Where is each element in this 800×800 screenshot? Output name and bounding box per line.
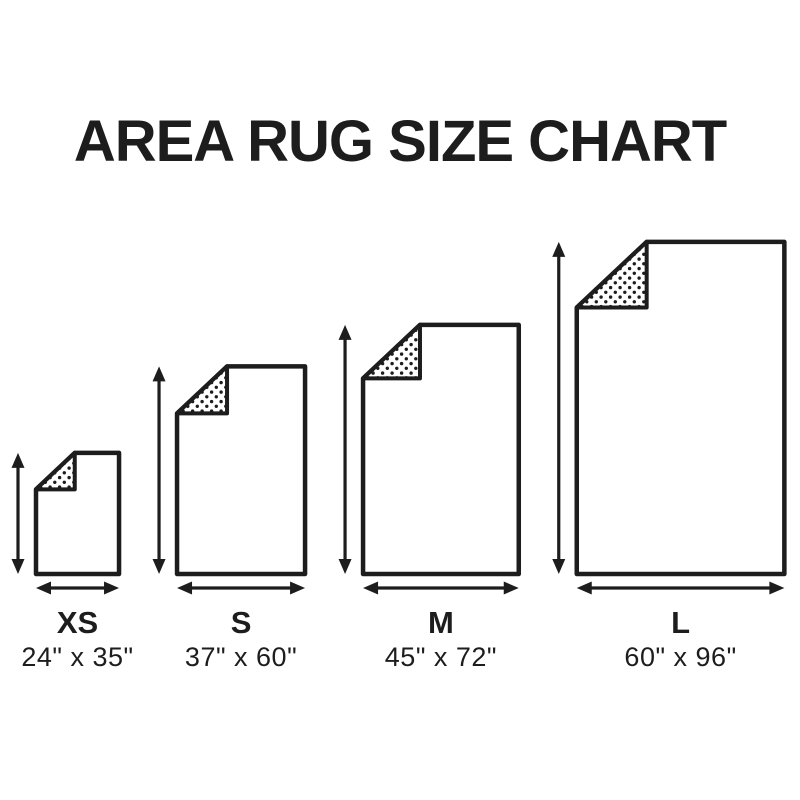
height-arrow-m <box>338 324 352 574</box>
rug-figure-m <box>338 322 522 595</box>
fold-flap-outline-l <box>574 239 649 310</box>
width-arrow-s <box>177 581 306 595</box>
size-dimensions-m: 45" x 72" <box>384 642 498 672</box>
width-arrow-m <box>363 581 519 595</box>
size-dimensions-s: 37" x 60" <box>184 642 298 672</box>
width-arrow-xs <box>36 581 120 595</box>
fold-flap-outline-m <box>361 322 422 381</box>
rug-figure-xs <box>11 450 122 595</box>
height-arrow-xs <box>11 452 25 574</box>
size-dimensions-xs: 24" x 35" <box>21 642 134 672</box>
size-label-l: L <box>671 605 691 640</box>
size-dimensions-l: 60" x 96" <box>624 642 737 672</box>
rug-figure-l <box>552 239 787 595</box>
height-arrow-s <box>152 366 166 574</box>
width-arrow-l <box>576 581 785 595</box>
fold-flap-outline-s <box>175 364 230 416</box>
rug-outline-xs <box>33 450 122 577</box>
size-label-s: S <box>230 605 252 640</box>
height-arrow-l <box>552 241 566 574</box>
size-label-xs: XS <box>56 605 99 640</box>
rug-figure-s <box>152 364 308 595</box>
fold-flap-outline-xs <box>34 450 77 492</box>
page-title: AREA RUG SIZE CHART <box>73 109 727 174</box>
size-label-m: M <box>427 605 454 640</box>
